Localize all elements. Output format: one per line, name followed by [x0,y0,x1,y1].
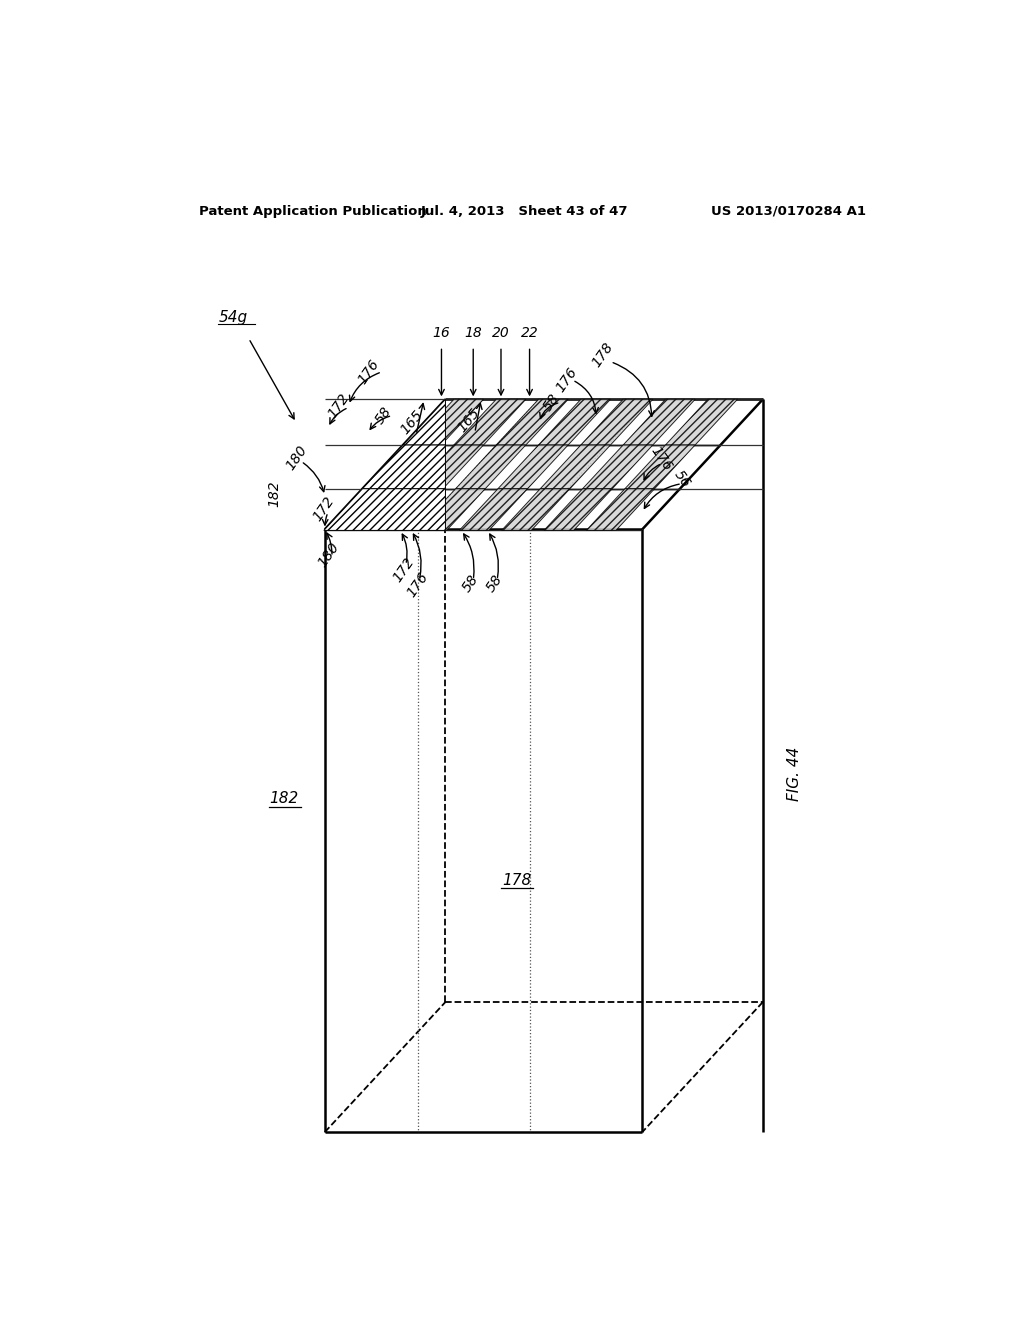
Text: 58: 58 [373,404,394,426]
Polygon shape [539,399,610,445]
Polygon shape [417,488,485,531]
Polygon shape [333,488,400,531]
Text: 182: 182 [269,791,299,807]
Polygon shape [414,445,483,488]
Polygon shape [371,445,441,488]
Polygon shape [624,399,695,445]
Text: 172: 172 [391,556,418,585]
Text: 165: 165 [398,408,426,437]
Text: 176: 176 [404,570,431,601]
Text: 20: 20 [493,326,510,341]
Text: FIG. 44: FIG. 44 [787,746,802,800]
Text: 22: 22 [520,326,539,341]
Text: 56: 56 [671,467,693,490]
Polygon shape [502,488,570,531]
Text: 18: 18 [464,326,482,341]
Polygon shape [456,445,525,488]
Text: US 2013/0170284 A1: US 2013/0170284 A1 [711,205,866,218]
Text: 180: 180 [283,444,309,473]
Polygon shape [544,488,612,531]
Polygon shape [583,445,652,488]
Polygon shape [375,488,443,531]
Text: 58: 58 [460,572,481,594]
Polygon shape [324,488,445,531]
Polygon shape [460,488,527,531]
Text: 178: 178 [589,339,616,370]
Text: 176: 176 [355,356,382,387]
Text: 182: 182 [268,480,282,507]
Text: 16: 16 [432,326,451,341]
Text: 178: 178 [502,873,531,887]
Polygon shape [498,445,568,488]
Text: 165: 165 [456,407,483,436]
Polygon shape [497,399,568,445]
Polygon shape [541,445,610,488]
Polygon shape [581,399,653,445]
Text: 58: 58 [483,572,506,594]
Text: Patent Application Publication: Patent Application Publication [200,205,427,218]
Text: 58: 58 [541,391,562,413]
Polygon shape [362,445,445,488]
Text: 54g: 54g [218,310,248,326]
Text: 180: 180 [315,540,342,570]
Text: 172: 172 [310,494,337,524]
Polygon shape [403,399,445,445]
Text: 176: 176 [648,444,675,473]
Polygon shape [666,399,737,445]
Polygon shape [412,399,483,445]
Polygon shape [587,488,654,531]
Text: 172: 172 [325,391,351,420]
Polygon shape [625,445,695,488]
Text: 176: 176 [554,366,581,395]
Polygon shape [454,399,526,445]
Text: Jul. 4, 2013   Sheet 43 of 47: Jul. 4, 2013 Sheet 43 of 47 [421,205,629,218]
